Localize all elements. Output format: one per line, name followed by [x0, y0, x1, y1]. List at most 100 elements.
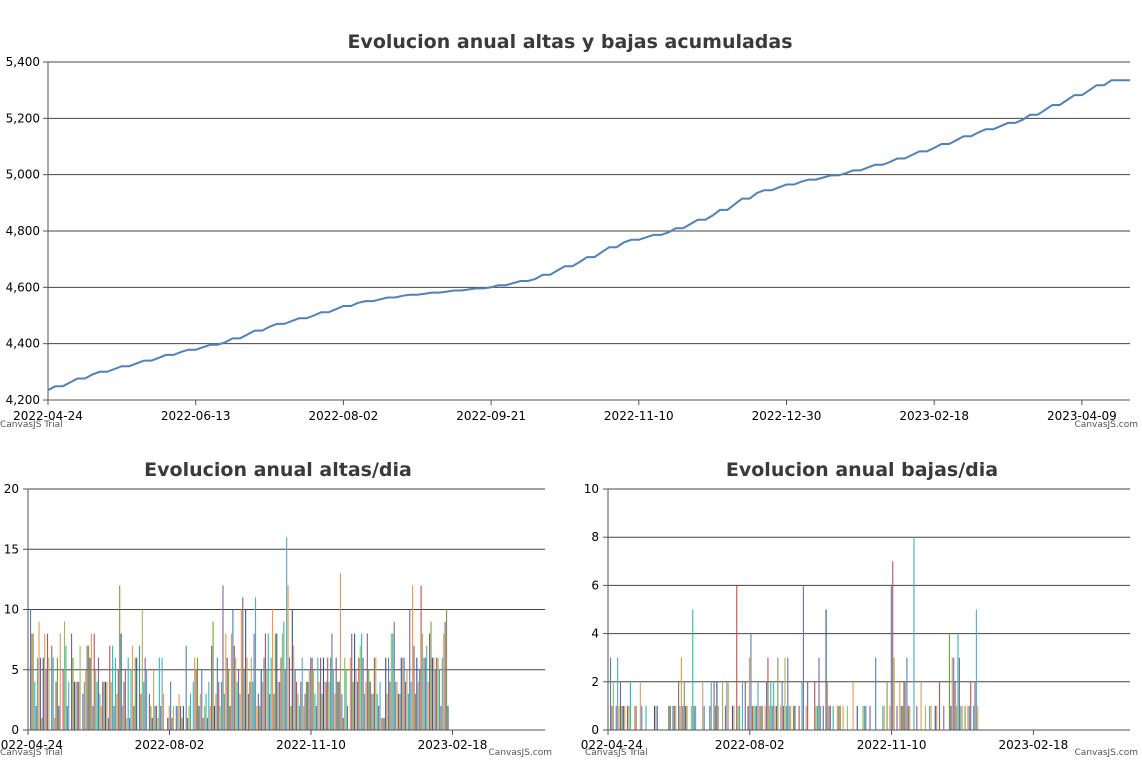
- bar: [716, 681, 718, 730]
- bar: [226, 657, 228, 730]
- bar: [382, 717, 384, 730]
- bar: [731, 705, 734, 730]
- bar: [93, 633, 95, 730]
- bar: [362, 657, 364, 730]
- bar: [668, 705, 670, 730]
- x-tick-label: 2022-08-02: [309, 409, 379, 423]
- x-tick-label: 2022-09-21: [456, 409, 526, 423]
- bar: [790, 705, 792, 730]
- bar: [883, 705, 885, 730]
- bar: [423, 657, 425, 730]
- bar: [188, 705, 190, 730]
- series-line: [47, 79, 1130, 391]
- bar: [345, 669, 347, 731]
- bar: [436, 657, 438, 730]
- y-tick-label: 5,200: [6, 111, 40, 125]
- bar: [412, 585, 414, 730]
- bar: [739, 705, 741, 730]
- bar: [144, 657, 146, 730]
- bar: [260, 669, 262, 731]
- bar: [45, 669, 47, 731]
- credit-site[interactable]: CanvasJS.com: [489, 748, 552, 758]
- bar: [380, 717, 383, 730]
- bar: [656, 705, 658, 730]
- bar: [757, 681, 759, 730]
- bar: [869, 705, 871, 730]
- bar: [765, 681, 768, 730]
- bar: [141, 609, 143, 730]
- bar: [376, 693, 378, 730]
- bar: [97, 657, 100, 730]
- bar: [114, 657, 116, 730]
- bar: [236, 681, 238, 730]
- bar: [645, 705, 647, 730]
- bar: [332, 669, 334, 731]
- bar: [131, 645, 133, 730]
- bar: [290, 705, 292, 730]
- bar: [433, 657, 435, 730]
- bar: [163, 693, 165, 730]
- bar: [266, 669, 268, 731]
- chart-bajas-svg: Evolucion anual bajas/dia 0 2 4 6 8 10 2022-0…: [573, 459, 1138, 758]
- bar: [308, 669, 310, 731]
- bar: [30, 609, 32, 730]
- bar: [747, 705, 749, 730]
- bar: [669, 705, 671, 730]
- bar: [337, 681, 339, 730]
- bar: [121, 705, 124, 730]
- bar: [920, 681, 922, 730]
- bar: [618, 705, 620, 730]
- bar: [802, 585, 804, 730]
- bar: [167, 717, 169, 730]
- y-tick-label: 5,000: [6, 168, 40, 182]
- bar: [968, 705, 970, 730]
- bar: [215, 693, 217, 730]
- bar: [124, 669, 126, 731]
- bar: [430, 621, 432, 730]
- bar: [805, 705, 807, 730]
- bar: [325, 681, 327, 730]
- bar: [321, 693, 323, 730]
- chart-bajas: Evolucion anual bajas/dia 0 2 4 6 8 10 2022-0…: [573, 450, 1142, 760]
- bar: [32, 633, 34, 730]
- bar: [179, 705, 182, 730]
- bar: [447, 705, 449, 730]
- bar: [351, 633, 353, 730]
- bar: [758, 705, 760, 730]
- bar: [90, 633, 92, 730]
- bar: [916, 705, 918, 730]
- bar: [954, 681, 956, 730]
- bar: [157, 717, 159, 730]
- bar: [427, 681, 429, 730]
- bar: [89, 657, 91, 730]
- bar: [320, 657, 322, 730]
- bar: [957, 633, 959, 730]
- credit-site[interactable]: CanvasJS.com: [1075, 420, 1138, 430]
- bar: [421, 633, 424, 730]
- x-tick-label: 2023-02-18: [899, 409, 969, 423]
- bar: [83, 681, 85, 730]
- bar: [82, 693, 84, 730]
- bar: [409, 609, 411, 730]
- bar: [129, 717, 131, 730]
- bar: [95, 669, 97, 731]
- bar: [136, 657, 138, 730]
- chart-altas-svg: Evolucion anual altas/dia 0 5 10 15 20 2022-…: [0, 459, 552, 758]
- bar: [974, 681, 976, 730]
- bar: [612, 681, 614, 730]
- bar: [639, 681, 641, 730]
- bar: [168, 705, 170, 730]
- credit-site[interactable]: CanvasJS.com: [1075, 748, 1138, 758]
- bar: [420, 585, 422, 730]
- bar: [615, 705, 617, 730]
- bar: [59, 633, 61, 730]
- bar: [225, 633, 227, 730]
- bar: [120, 633, 122, 730]
- bar: [280, 657, 282, 730]
- bar: [702, 681, 704, 730]
- bar: [102, 681, 104, 730]
- bar: [641, 705, 643, 730]
- bar: [839, 705, 841, 730]
- bar: [970, 681, 972, 730]
- bar: [413, 645, 415, 730]
